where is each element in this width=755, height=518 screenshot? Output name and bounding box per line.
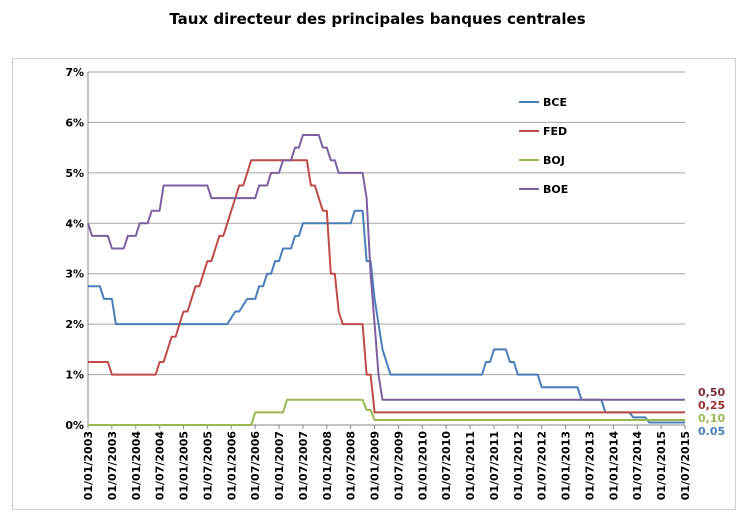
chart-title: Taux directeur des principales banques c… <box>169 10 586 28</box>
x-tick-label: 01/01/2013 <box>560 431 573 500</box>
y-tick-label: 0% <box>65 419 84 432</box>
y-tick-label: 3% <box>65 268 84 281</box>
x-tick-label: 01/07/2013 <box>583 431 596 500</box>
x-tick-label: 01/01/2010 <box>416 431 429 501</box>
end-value-label: 0,50 <box>698 386 725 399</box>
x-tick-label: 01/07/2011 <box>488 431 501 500</box>
x-tick-label: 01/07/2005 <box>201 431 214 500</box>
x-tick-label: 01/07/2010 <box>440 431 453 501</box>
x-tick-label: 01/07/2015 <box>679 431 692 500</box>
x-tick-label: 01/01/2005 <box>178 431 191 500</box>
x-tick-label: 01/07/2007 <box>297 431 310 500</box>
x-tick-label: 01/01/2009 <box>369 431 382 500</box>
legend-label-fed: FED <box>543 125 567 138</box>
y-tick-label: 1% <box>65 369 84 382</box>
x-tick-label: 01/07/2014 <box>631 431 644 501</box>
y-tick-label: 7% <box>65 66 84 79</box>
series-line-fed <box>88 159 685 414</box>
y-tick-label: 6% <box>65 116 84 129</box>
y-tick-label: 4% <box>65 217 84 230</box>
y-tick-label: 2% <box>65 318 84 331</box>
legend-label-boe: BOE <box>543 183 568 196</box>
chart-frame <box>12 58 736 510</box>
x-tick-label: 01/07/2003 <box>106 431 119 500</box>
x-tick-label: 01/01/2004 <box>130 431 143 501</box>
x-tick-label: 01/01/2007 <box>273 431 286 500</box>
end-value-label: 0,25 <box>698 399 725 412</box>
end-value-label: 0.05 <box>698 425 725 438</box>
end-value-label: 0,10 <box>698 412 725 425</box>
x-tick-label: 01/07/2006 <box>249 431 262 501</box>
x-tick-label: 01/01/2014 <box>607 431 620 501</box>
x-tick-label: 01/01/2003 <box>82 431 95 500</box>
x-tick-label: 01/07/2004 <box>154 431 167 501</box>
x-tick-label: 01/07/2012 <box>536 431 549 500</box>
x-tick-label: 01/07/2009 <box>392 431 405 500</box>
x-tick-label: 01/07/2008 <box>345 431 358 500</box>
x-tick-label: 01/01/2008 <box>321 431 334 500</box>
x-tick-label: 01/01/2006 <box>225 431 238 501</box>
x-tick-label: 01/01/2011 <box>464 431 477 500</box>
legend-label-boj: BOJ <box>543 154 565 167</box>
series-line-boe <box>87 134 685 401</box>
x-tick-label: 01/01/2015 <box>655 431 668 500</box>
series-line-bce <box>88 209 685 424</box>
series-line-boj <box>88 398 685 426</box>
legend-label-bce: BCE <box>543 96 567 109</box>
x-tick-label: 01/01/2012 <box>512 431 525 500</box>
y-tick-label: 5% <box>65 167 84 180</box>
